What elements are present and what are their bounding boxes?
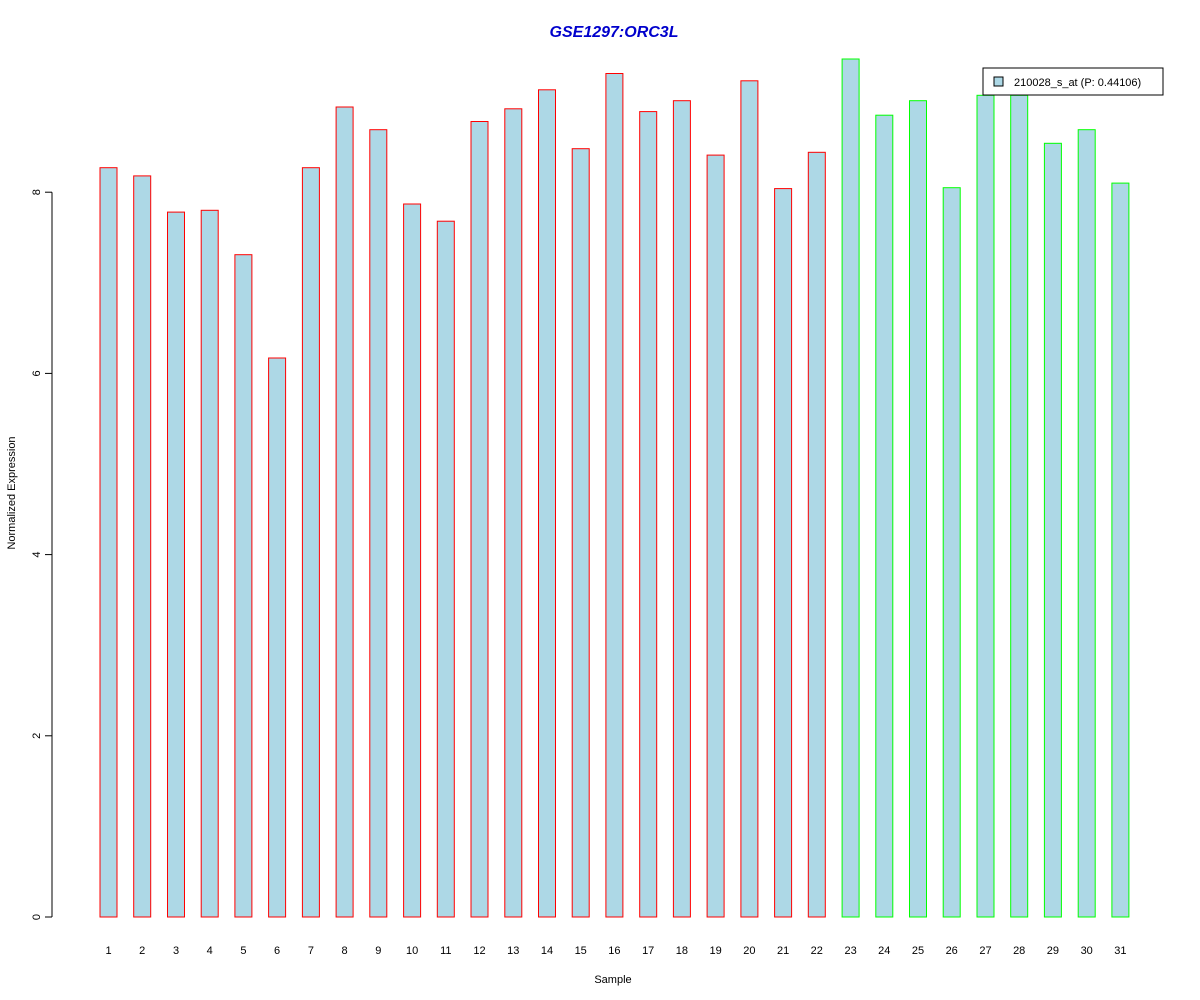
x-tick-label: 31 (1114, 945, 1126, 957)
x-tick-label: 30 (1081, 945, 1093, 957)
y-tick-label: 8 (31, 189, 43, 195)
bar-sample-16 (605, 73, 624, 918)
bar-sample-14 (538, 89, 556, 918)
bar-sample-13 (504, 108, 523, 918)
y-tick-label: 2 (31, 733, 43, 739)
bar-sample-23 (841, 58, 860, 918)
bar-sample-28 (1010, 94, 1029, 918)
x-tick-label: 12 (473, 945, 485, 957)
x-tick-label: 2 (139, 945, 145, 957)
x-tick-label: 14 (541, 945, 553, 957)
x-tick-label: 6 (274, 945, 280, 957)
bar-sample-11 (436, 220, 455, 918)
y-tick-label: 0 (31, 914, 43, 920)
x-tick-label: 3 (173, 945, 179, 957)
y-axis: 0 2 4 6 8 (31, 189, 53, 920)
x-tick-label: 29 (1047, 945, 1059, 957)
x-tick-labels: 1 2 3 4 5 6 7 8 9 10 11 12 13 14 15 16 17 18 19 20 21 22 23 24 2… (105, 945, 1126, 957)
bar-sample-12 (470, 121, 489, 918)
legend-label: 210028_s_at (P: 0.44106) (1014, 77, 1141, 89)
bar-sample-15 (571, 148, 590, 918)
x-tick-label: 5 (240, 945, 246, 957)
x-tick-label: 20 (743, 945, 755, 957)
x-tick-label: 25 (912, 945, 924, 957)
x-tick-label: 27 (979, 945, 991, 957)
bar-sample-1 (99, 167, 118, 918)
legend-box (982, 67, 1164, 96)
chart-title: GSE1297:ORC3L (550, 24, 679, 41)
x-tick-label: 22 (811, 945, 823, 957)
bar-sample-18 (672, 100, 691, 918)
bar-sample-7 (301, 167, 320, 918)
x-tick-label: 28 (1013, 945, 1025, 957)
y-tick-label: 6 (31, 370, 43, 376)
x-tick-label: 13 (507, 945, 519, 957)
bar-sample-6 (268, 357, 287, 918)
bar-sample-21 (774, 188, 793, 918)
legend: 210028_s_at (P: 0.44106) (982, 67, 1164, 96)
bar-sample-27 (976, 94, 995, 918)
x-tick-label: 8 (342, 945, 348, 957)
bar-sample-5 (234, 254, 253, 918)
bar-sample-8 (335, 106, 354, 918)
y-axis-label: Normalized Expression (6, 436, 18, 549)
bar-sample-20 (740, 80, 759, 918)
bar-sample-9 (369, 129, 388, 918)
bar-sample-10 (403, 203, 422, 918)
bars-group (99, 58, 1130, 918)
bar-sample-3 (167, 211, 185, 918)
bar-sample-17 (639, 111, 658, 918)
legend-swatch (993, 76, 1004, 87)
x-tick-label: 18 (676, 945, 688, 957)
bar-sample-25 (909, 100, 927, 918)
x-tick-label: 21 (777, 945, 789, 957)
x-axis-label: Sample (594, 974, 631, 986)
bar-sample-29 (1043, 142, 1062, 918)
bar-sample-4 (200, 209, 219, 918)
x-tick-label: 26 (946, 945, 958, 957)
x-tick-label: 7 (308, 945, 314, 957)
x-tick-label: 9 (375, 945, 381, 957)
bar-sample-24 (875, 114, 894, 918)
bar-sample-22 (807, 151, 826, 918)
bar-sample-26 (942, 187, 961, 918)
x-tick-label: 16 (608, 945, 620, 957)
x-tick-label: 10 (406, 945, 418, 957)
x-tick-label: 4 (207, 945, 213, 957)
x-tick-label: 17 (642, 945, 654, 957)
bar-sample-19 (706, 154, 725, 918)
bar-sample-31 (1111, 182, 1130, 918)
bar-sample-2 (133, 175, 152, 918)
bar-sample-30 (1077, 129, 1096, 918)
x-tick-label: 1 (105, 945, 111, 957)
x-tick-label: 11 (440, 945, 451, 957)
x-tick-label: 24 (878, 945, 890, 957)
x-tick-label: 19 (709, 945, 721, 957)
x-tick-label: 15 (575, 945, 587, 957)
x-tick-label: 23 (844, 945, 856, 957)
y-tick-label: 4 (31, 552, 43, 558)
